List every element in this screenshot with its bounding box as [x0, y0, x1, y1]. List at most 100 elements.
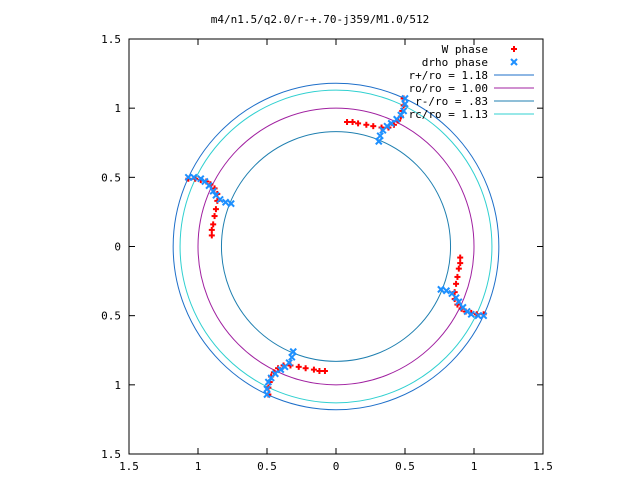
data-point [437, 285, 445, 294]
legend-label: r-/ro = .83 [415, 95, 488, 108]
cross-stroke [479, 311, 488, 320]
circle-line [179, 89, 493, 404]
cross-stroke [463, 307, 471, 316]
data-point [453, 280, 460, 287]
legend-swatch [511, 46, 517, 52]
data-point [455, 265, 462, 272]
data-point [288, 353, 296, 361]
data-point [208, 226, 215, 233]
cross-stroke [437, 285, 445, 294]
cross-stroke [227, 199, 235, 208]
cross-stroke [474, 311, 482, 320]
data-point [457, 254, 464, 261]
circle-line [172, 82, 500, 411]
data-point [221, 198, 230, 206]
chart-title: m4/n1.5/q2.0/r-+.70-j359/M1.0/512 [211, 13, 430, 26]
data-point [401, 100, 409, 108]
data-point [316, 368, 323, 374]
data-point [190, 173, 198, 182]
x-tick-label: 1.5 [119, 460, 139, 473]
data-point [344, 119, 351, 125]
x-tick-label: 1.5 [533, 460, 553, 473]
cross-stroke [452, 293, 460, 302]
y-tick-label: 1 [114, 102, 121, 115]
x-tick-label: 0.5 [257, 460, 277, 473]
data-point [355, 120, 362, 127]
cross-stroke [448, 289, 456, 298]
y-tick-label: 0.5 [101, 171, 121, 184]
data-point [208, 232, 215, 239]
x-tick-label: 1 [471, 460, 478, 473]
data-point [310, 366, 317, 373]
cross-stroke [184, 173, 193, 182]
axis-ticks: 1.5 1 0.5 0 0.5 1 1.51.510.500.511.5 [101, 33, 553, 473]
cross-stroke [221, 198, 230, 206]
cross-stroke [442, 287, 451, 295]
data-point [349, 119, 356, 125]
data-point [375, 137, 383, 146]
legend-label: ro/ro = 1.00 [409, 82, 488, 95]
data-point [363, 121, 370, 128]
cross-stroke [197, 175, 205, 183]
data-point [454, 273, 461, 280]
data-point [210, 221, 217, 228]
cross-stroke [401, 100, 409, 108]
data-point [212, 206, 219, 213]
cross-stroke [288, 353, 296, 361]
x-tick-label: 0 [333, 460, 340, 473]
cross-stroke [467, 310, 475, 318]
cross-stroke [375, 137, 383, 146]
data-point [197, 175, 205, 183]
circle-line [197, 107, 475, 386]
data-point [467, 310, 475, 318]
cross-stroke [205, 181, 213, 190]
cross-stroke [455, 298, 463, 306]
data-point [321, 368, 328, 374]
cross-stroke [263, 390, 271, 399]
cross-stroke [289, 347, 297, 356]
data-point [264, 378, 273, 386]
y-tick-label: 1 [114, 379, 121, 392]
cross-stroke [216, 195, 224, 204]
legend-label: W phase [442, 43, 488, 56]
cross-stroke [401, 94, 409, 103]
data-point [442, 287, 451, 295]
y-tick-label: 0 [114, 241, 121, 254]
circle-line [220, 131, 452, 362]
data-point [211, 213, 218, 220]
cross-stroke [201, 177, 209, 186]
data-point [401, 94, 409, 103]
data-point [263, 390, 271, 399]
legend-label: drho phase [422, 56, 488, 69]
cross-stroke [190, 173, 198, 182]
legend-label: rc/ro = 1.13 [409, 108, 488, 121]
x-tick-label: 1 [195, 460, 202, 473]
data-point [184, 173, 193, 182]
legend-label: r+/ro = 1.18 [409, 69, 488, 82]
y-tick-label: 0.5 [101, 310, 121, 323]
data-point [457, 260, 464, 267]
cross-stroke [212, 191, 220, 200]
data-points [184, 94, 488, 399]
data-point [399, 107, 408, 115]
cross-stroke [264, 378, 273, 386]
data-point [474, 311, 482, 320]
cross-stroke [399, 107, 408, 115]
y-tick-label: 1.5 [101, 448, 121, 461]
cross-stroke [376, 132, 384, 140]
reference-circles [172, 82, 500, 411]
cross-stroke [510, 58, 518, 66]
data-point [370, 123, 377, 130]
data-point [227, 199, 235, 208]
data-point [376, 132, 384, 140]
cross-stroke [209, 187, 217, 195]
data-point [302, 365, 309, 372]
cross-stroke [263, 385, 271, 393]
x-tick-label: 0.5 [395, 460, 415, 473]
data-point [263, 385, 271, 393]
legend-swatch [510, 58, 518, 66]
data-point [479, 311, 488, 320]
y-tick-label: 1.5 [101, 33, 121, 46]
